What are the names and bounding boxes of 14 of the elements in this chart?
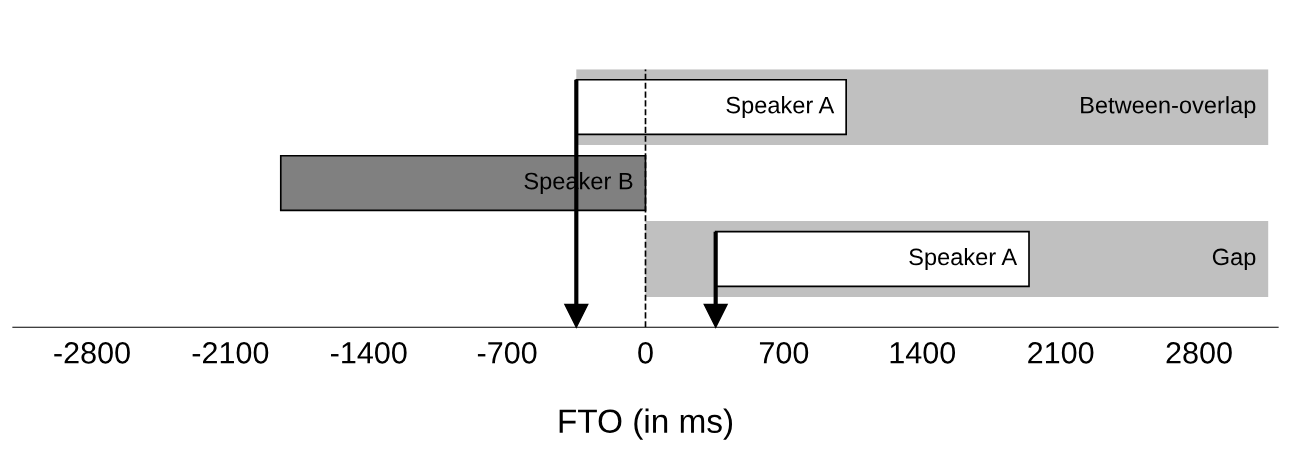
data-label: Speaker A	[726, 96, 835, 119]
x-tick-label: 0	[638, 342, 653, 364]
x-tick-label: -2100	[192, 342, 269, 364]
x-axis-title: FTO (in ms)	[559, 408, 733, 440]
x-tick-label: -1400	[331, 342, 407, 364]
data-label: Speaker A	[909, 247, 1018, 270]
x-tick-label: -700	[477, 342, 537, 364]
data-label: Gap	[1212, 248, 1256, 270]
data-label: Between-overlap	[1081, 96, 1256, 119]
x-tick-label: -2800	[54, 342, 130, 364]
x-tick-label: 2100	[1028, 342, 1094, 364]
x-tick-label: 700	[759, 342, 809, 364]
x-tick-label: 2800	[1166, 342, 1232, 364]
x-tick-label: 1400	[890, 342, 956, 364]
